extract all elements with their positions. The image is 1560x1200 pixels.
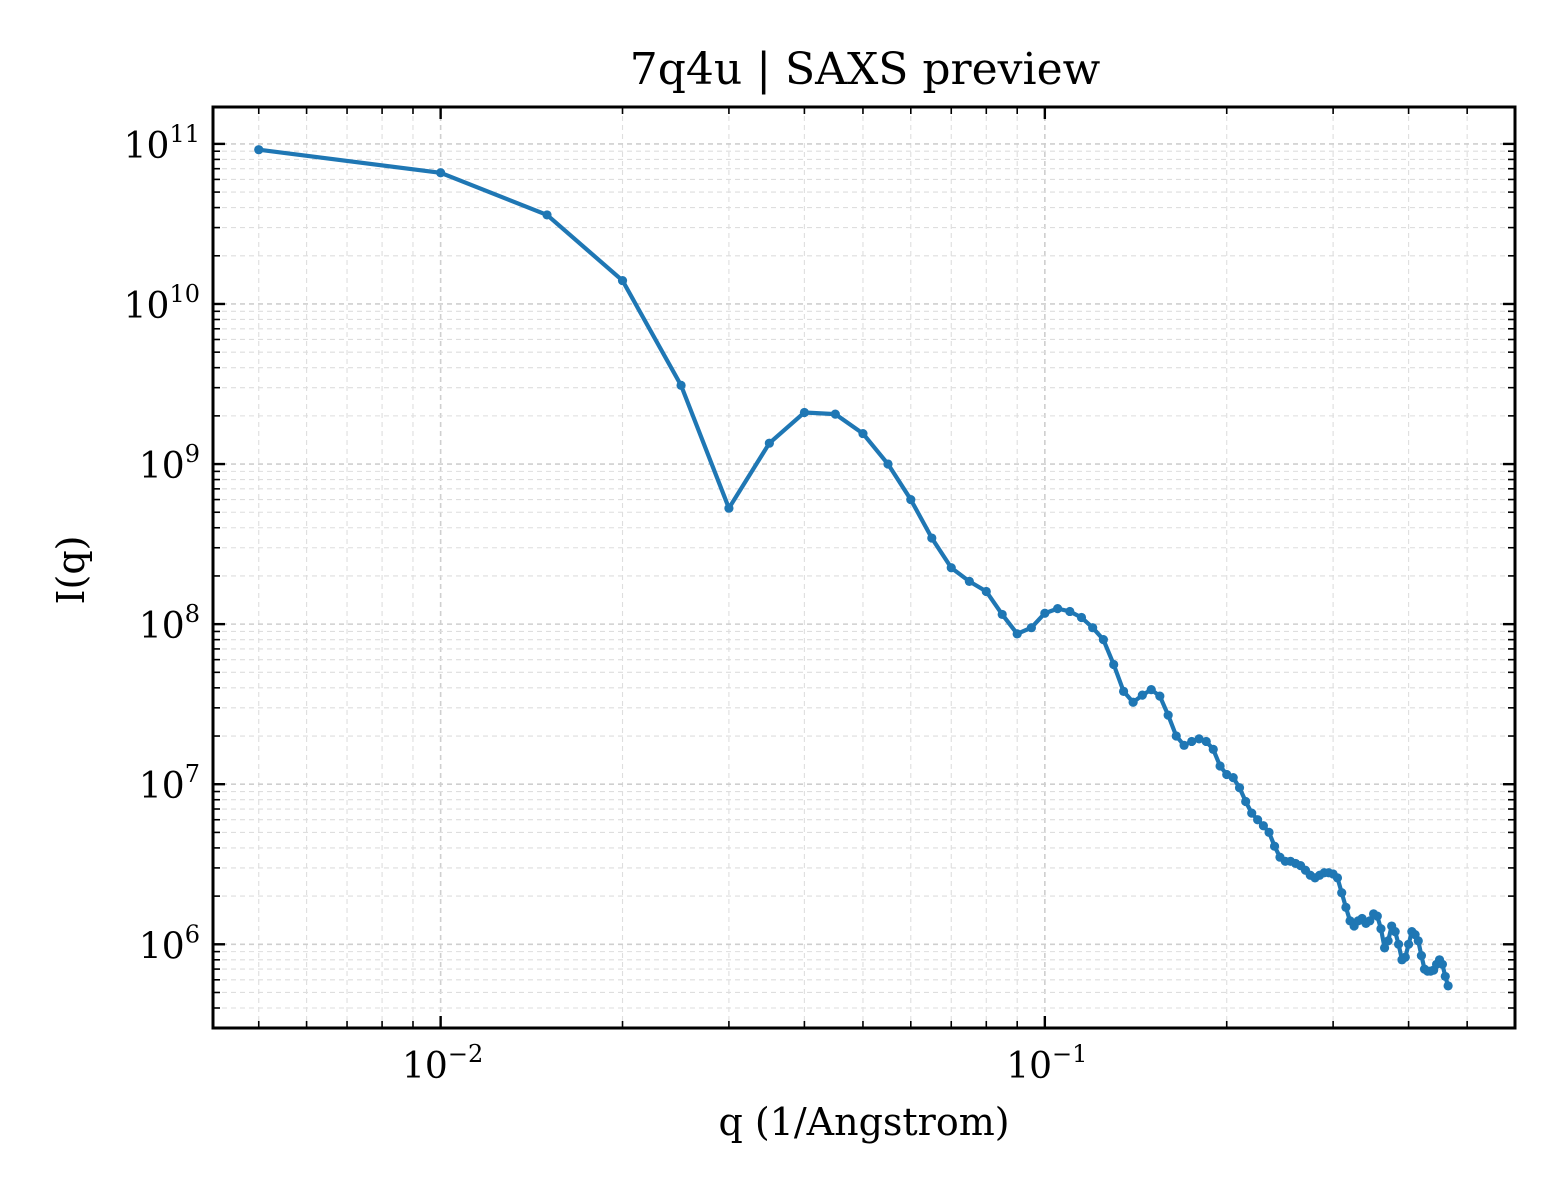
data-point — [617, 275, 628, 286]
data-point — [1372, 911, 1382, 921]
data-point — [1390, 927, 1400, 937]
x-tick-label: 10−2 — [402, 1040, 483, 1087]
data-point — [1332, 873, 1343, 883]
data-point — [1179, 740, 1189, 750]
data-point — [1247, 808, 1257, 818]
plot-frame — [211, 105, 1517, 1030]
data-point — [1026, 623, 1036, 633]
data-point — [946, 563, 956, 573]
y-tick-label: 1011 — [124, 120, 200, 167]
data-point — [676, 380, 686, 390]
data-point — [1088, 623, 1098, 633]
data-point — [964, 576, 974, 586]
axis-ticks: 10−2 10−1 106 107 108 109 1010 1011 — [124, 107, 1515, 1087]
data-point — [906, 494, 916, 505]
data-point — [1413, 936, 1423, 946]
data-point — [1234, 783, 1245, 793]
data-point — [1437, 959, 1448, 969]
data-point — [883, 459, 893, 469]
data-point — [1228, 772, 1238, 783]
data-point — [927, 533, 937, 543]
data-point — [1187, 736, 1197, 747]
data-point — [1053, 604, 1063, 614]
data-point — [1258, 821, 1268, 831]
y-tick-label: 108 — [139, 600, 200, 647]
data-point — [1440, 971, 1450, 982]
data-point — [1208, 744, 1218, 755]
data-point — [1137, 690, 1147, 700]
data-point — [1443, 981, 1453, 991]
data-point — [997, 609, 1007, 620]
chart-title: 7q4u | SAXS preview — [630, 44, 1101, 95]
y-tick-label: 109 — [139, 440, 200, 487]
data-point — [799, 407, 810, 418]
data-point — [1076, 612, 1087, 623]
x-axis-label: q (1/Angstrom) — [718, 1100, 1009, 1144]
data-point — [1128, 697, 1138, 707]
data-point — [1269, 841, 1280, 851]
data-point — [858, 428, 868, 439]
data-point — [1201, 736, 1211, 747]
data-point — [1146, 684, 1156, 695]
data-point — [1163, 710, 1173, 720]
data-point — [1383, 936, 1393, 946]
data-point — [1393, 939, 1404, 949]
data-point — [254, 145, 264, 155]
data-point — [1171, 731, 1181, 741]
data-point — [1012, 629, 1022, 639]
y-axis-label: I(q) — [49, 536, 93, 605]
data-point — [1264, 827, 1274, 838]
data-point — [1118, 686, 1129, 697]
data-point — [724, 503, 734, 513]
data-point — [1040, 608, 1050, 618]
data-point — [1065, 606, 1075, 617]
data-point — [1098, 635, 1108, 645]
data-point — [1215, 761, 1225, 771]
data-point — [1109, 659, 1119, 670]
data-point — [1416, 950, 1427, 961]
data-point — [1241, 796, 1251, 807]
data-point — [1404, 939, 1414, 949]
grid-lines — [213, 107, 1515, 1029]
data-point — [1194, 734, 1204, 744]
data-point — [1400, 952, 1410, 962]
y-tick-label: 107 — [139, 760, 200, 807]
series-line — [256, 147, 1451, 988]
data-point — [981, 586, 991, 597]
y-tick-label: 106 — [139, 920, 200, 967]
y-tick-label: 1010 — [124, 280, 200, 327]
data-point — [1337, 888, 1347, 898]
data-point — [542, 210, 552, 220]
data-point — [830, 409, 840, 419]
data-point — [1341, 902, 1351, 913]
data-point — [1365, 916, 1375, 926]
data-point — [1253, 815, 1263, 825]
data-point — [436, 168, 446, 178]
data-point — [1379, 943, 1390, 953]
data-point — [764, 438, 774, 448]
x-tick-label: 10−1 — [1006, 1040, 1087, 1087]
data-point — [1155, 691, 1165, 701]
data-series — [254, 145, 1453, 991]
data-point — [1376, 924, 1386, 934]
